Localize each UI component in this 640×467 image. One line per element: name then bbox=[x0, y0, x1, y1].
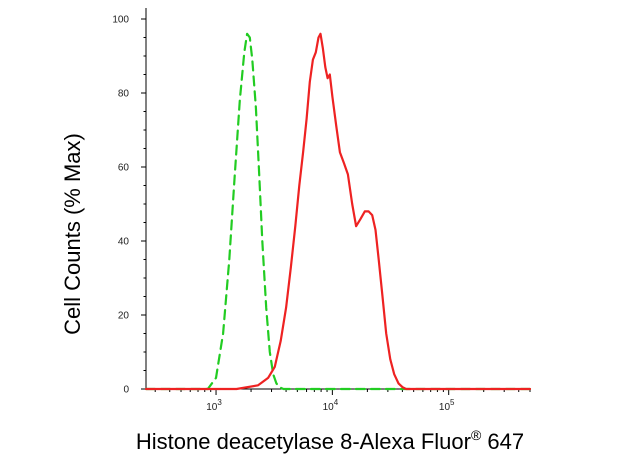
x-axis-title: Histone deacetylase 8-Alexa Fluor® 647 bbox=[136, 427, 524, 454]
y-tick-label: 40 bbox=[118, 237, 130, 248]
x-tick-exponent: 3 bbox=[217, 398, 222, 407]
x-tick-base: 10 bbox=[323, 402, 335, 413]
x-tick-base: 10 bbox=[206, 402, 218, 413]
y-tick-label: 20 bbox=[118, 311, 130, 322]
x-tick-exponent: 4 bbox=[334, 398, 339, 407]
y-tick-label: 80 bbox=[118, 89, 130, 100]
control-histogram-line bbox=[144, 32, 532, 391]
y-tick-label: 60 bbox=[118, 163, 130, 174]
x-tick-base: 10 bbox=[439, 402, 451, 413]
x-tick-label: 103 bbox=[206, 398, 222, 413]
y-tick-label: 0 bbox=[123, 385, 129, 396]
x-tick-label: 104 bbox=[323, 398, 339, 413]
x-axis-title-suffix: 647 bbox=[481, 429, 524, 454]
series-layer bbox=[144, 32, 532, 391]
x-tick-label: 105 bbox=[439, 398, 455, 413]
x-tick-exponent: 5 bbox=[450, 398, 455, 407]
x-axis-title-superscript: ® bbox=[471, 427, 482, 443]
x-axis-title-main: Histone deacetylase 8-Alexa Fluor bbox=[136, 429, 471, 454]
plot-frame bbox=[145, 8, 530, 390]
y-axis-title: Cell Counts (% Max) bbox=[60, 133, 85, 335]
x-ticks: 103 104 105 bbox=[154, 389, 531, 413]
y-tick-label: 100 bbox=[112, 15, 129, 26]
sample-histogram-line bbox=[144, 32, 532, 391]
y-ticks: 0 20 40 60 80 100 bbox=[112, 15, 146, 396]
